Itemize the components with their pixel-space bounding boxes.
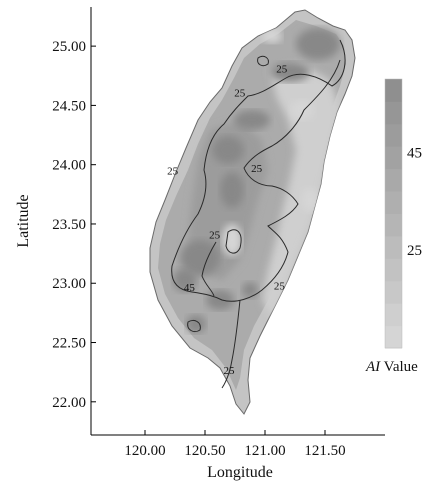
- contour-lines: [171, 39, 346, 389]
- y-tick-label-2: 23.00: [52, 276, 86, 292]
- colorbar-segment-7: [385, 168, 402, 192]
- colorbar-tick-label-0: 25: [407, 243, 422, 259]
- x-ticks: 120.00 120.50 121.00 121.50: [124, 430, 346, 459]
- y-tick-label-6: 25.00: [52, 39, 86, 55]
- contour-line-inner-ring: [225, 229, 242, 254]
- colorbar: 25 45: [384, 78, 422, 349]
- colorbar-segment-4: [385, 235, 402, 259]
- colorbar-segment-9: [385, 123, 402, 147]
- y-tick-label-1: 22.50: [52, 336, 86, 352]
- colorbar-title: AI Value: [365, 359, 418, 375]
- x-tick-label-0: 120.00: [124, 443, 165, 459]
- contour-line-25-south: [221, 299, 241, 389]
- y-tick-label-5: 24.50: [52, 98, 86, 114]
- contour-label-3: 25: [167, 166, 179, 178]
- y-ticks: 22.00 22.50 23.00 23.50 24.00 24.50 25.00: [52, 39, 96, 411]
- east-light-zone: [262, 64, 340, 318]
- contour-label-5: 25: [274, 281, 286, 293]
- colorbar-segment-3: [385, 258, 402, 282]
- colorbar-frame: [384, 78, 403, 349]
- contour-label-2: 25: [251, 163, 263, 175]
- colorbar-segment-6: [385, 191, 402, 214]
- colorbar-segment-5: [385, 213, 402, 237]
- y-tick-label-0: 22.00: [52, 395, 86, 411]
- colorbar-title-rest: Value: [380, 359, 418, 375]
- colorbar-segment-8: [385, 146, 402, 170]
- island-shading: [149, 9, 356, 415]
- axes: [90, 7, 385, 436]
- colorbar-segment-10: [385, 101, 402, 125]
- contour-label-4: 25: [209, 230, 221, 242]
- colorbar-title-italic: AI: [365, 359, 381, 375]
- contour-label-1: 25: [234, 87, 246, 99]
- y-tick-label-3: 23.50: [52, 217, 86, 233]
- contour-labels: 25 25 25 25 25 25 45 25: [167, 64, 288, 377]
- x-tick-label-3: 121.50: [304, 443, 345, 459]
- contour-label-0: 25: [276, 64, 288, 76]
- dark-patches: [173, 28, 340, 333]
- y-tick-label-4: 24.00: [52, 158, 86, 174]
- contour-line-25-main: [171, 39, 346, 302]
- x-axis-title: Longitude: [207, 464, 273, 481]
- contour-line-sw-loop: [187, 319, 201, 333]
- colorbar-segment-0: [385, 325, 402, 349]
- colorbar-segment-11: [385, 79, 402, 102]
- contour-label-7: 25: [224, 365, 236, 377]
- colorbar-tick-label-1: 45: [407, 145, 422, 161]
- colorbar-segment-1: [385, 303, 402, 327]
- x-tick-label-1: 120.50: [184, 443, 225, 459]
- contour-line-north-loop: [257, 55, 269, 67]
- contour-label-6: 45: [184, 282, 196, 294]
- x-tick-label-2: 121.00: [244, 443, 285, 459]
- contour-line-45-west: [201, 241, 217, 297]
- y-axis-title: Latitude: [15, 194, 32, 247]
- colorbar-segment-2: [385, 280, 402, 304]
